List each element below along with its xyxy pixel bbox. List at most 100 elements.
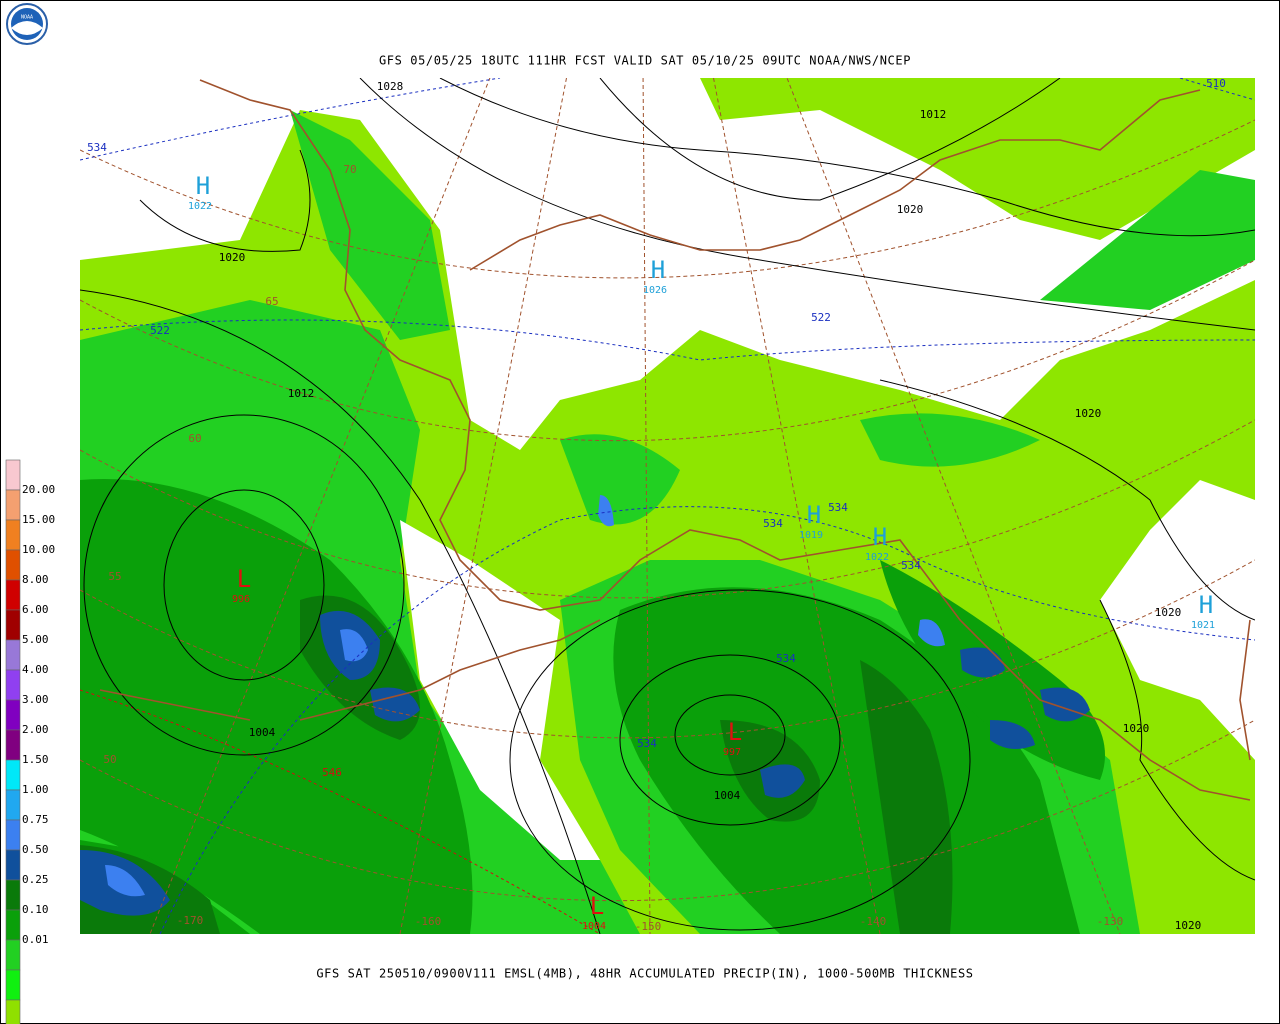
legend-swatch <box>5 729 21 761</box>
graticule <box>80 78 1255 934</box>
center-letter: L <box>590 892 604 920</box>
contour-label: 534 <box>828 501 848 514</box>
center-value: 1021 <box>1191 620 1215 631</box>
precip-green <box>560 434 680 525</box>
legend-label: 3.00 <box>22 693 49 706</box>
map-field <box>80 78 1255 934</box>
dry-area <box>1150 500 1255 590</box>
contour-label: 534 <box>87 141 107 154</box>
contour-label: 522 <box>150 324 170 337</box>
precip-light <box>700 78 1255 240</box>
contour-label: 534 <box>763 517 783 530</box>
precip-green <box>1040 170 1255 310</box>
logo-gull <box>11 21 43 35</box>
legend-swatch <box>5 759 21 791</box>
contour-label: 1012 <box>920 108 947 121</box>
legend-label: 1.50 <box>22 753 49 766</box>
legend-swatch <box>5 699 21 731</box>
legend-label: 2.00 <box>22 723 49 736</box>
legend-label: 15.00 <box>22 513 55 526</box>
legend-label: 8.00 <box>22 573 49 586</box>
thickness-line-warm <box>80 689 601 934</box>
center-letter: L <box>728 718 742 746</box>
precip-heavier <box>918 619 945 647</box>
contour-label: 60 <box>188 432 201 445</box>
contour-label: 1012 <box>288 387 315 400</box>
legend-label: 0.10 <box>22 903 49 916</box>
legend-swatch <box>5 459 21 491</box>
precip-heavy <box>760 764 805 798</box>
contour-label: -160 <box>415 915 442 928</box>
legend-label: 20.00 <box>22 483 55 496</box>
title: GFS 05/05/25 18UTC 111HR FCST VALID SAT … <box>379 54 911 68</box>
logo-text: NOAA <box>21 15 33 21</box>
contour-label: 1028 <box>377 80 404 93</box>
legend-label: 0.75 <box>22 813 49 826</box>
legend-swatch <box>5 789 21 821</box>
contour-label: 534 <box>637 737 657 750</box>
precip-green <box>290 110 450 340</box>
legend-swatch <box>5 639 21 671</box>
caption: GFS SAT 250510/0900V111 EMSL(4MB), 48HR … <box>316 967 973 981</box>
center-letter: H <box>651 256 665 284</box>
contour-label: -170 <box>177 914 204 927</box>
legend-swatch <box>5 969 21 1001</box>
legend-label: 0.50 <box>22 843 49 856</box>
dry-area <box>80 78 290 255</box>
precip-heavy <box>370 687 420 722</box>
legend-label: 6.00 <box>22 603 49 616</box>
contour-label: 534 <box>901 559 921 572</box>
contour-label: 1020 <box>219 251 246 264</box>
contour-label: 510 <box>1206 77 1226 90</box>
precip-medium <box>80 479 473 934</box>
legend-swatch <box>5 489 21 521</box>
center-letter: H <box>1199 591 1213 619</box>
isobars <box>80 78 1255 934</box>
contour-label: -150 <box>635 920 662 933</box>
center-letter: H <box>807 501 821 529</box>
legend-swatch <box>5 549 21 581</box>
legend-swatch <box>5 819 21 851</box>
contour-label: 546 <box>322 766 342 779</box>
center-letter: H <box>196 172 210 200</box>
contour-label: 534 <box>776 652 796 665</box>
center-letter: H <box>873 523 887 551</box>
legend-label: 10.00 <box>22 543 55 556</box>
precip-heavier <box>340 629 368 662</box>
legend-label: 1.00 <box>22 783 49 796</box>
center-value: 996 <box>232 594 250 605</box>
legend-label: 5.00 <box>22 633 49 646</box>
center-value: 1019 <box>799 530 823 541</box>
contour-label: 1020 <box>1175 919 1202 932</box>
contour-label: 1020 <box>1123 722 1150 735</box>
contour-label: -140 <box>860 915 887 928</box>
center-letter: L <box>237 565 251 593</box>
legend-swatch <box>5 999 21 1024</box>
precip-dark <box>860 660 953 934</box>
center-value: 997 <box>723 747 741 758</box>
legend-swatch <box>5 669 21 701</box>
contour-label: 1004 <box>249 726 276 739</box>
dry-area <box>520 230 1040 380</box>
precip-heavy <box>990 720 1035 749</box>
contour-label: 1020 <box>1155 606 1182 619</box>
center-value: 1022 <box>188 201 212 212</box>
precip-heavier <box>105 865 145 897</box>
legend-label: 4.00 <box>22 663 49 676</box>
center-value: 1026 <box>643 285 667 296</box>
precip-green <box>860 413 1040 467</box>
legend-swatch <box>5 519 21 551</box>
center-value: 1022 <box>865 552 889 563</box>
legend-label: 0.25 <box>22 873 49 886</box>
contour-label: 1020 <box>897 203 924 216</box>
center-value: 1004 <box>582 921 606 932</box>
dry-area <box>400 520 600 860</box>
contour-label: 70 <box>343 163 356 176</box>
legend-label: 0.01 <box>22 933 49 946</box>
contour-label: 1004 <box>714 789 741 802</box>
contour-label: -130 <box>1097 915 1124 928</box>
contour-label: 55 <box>108 570 121 583</box>
legend-swatch <box>5 609 21 641</box>
